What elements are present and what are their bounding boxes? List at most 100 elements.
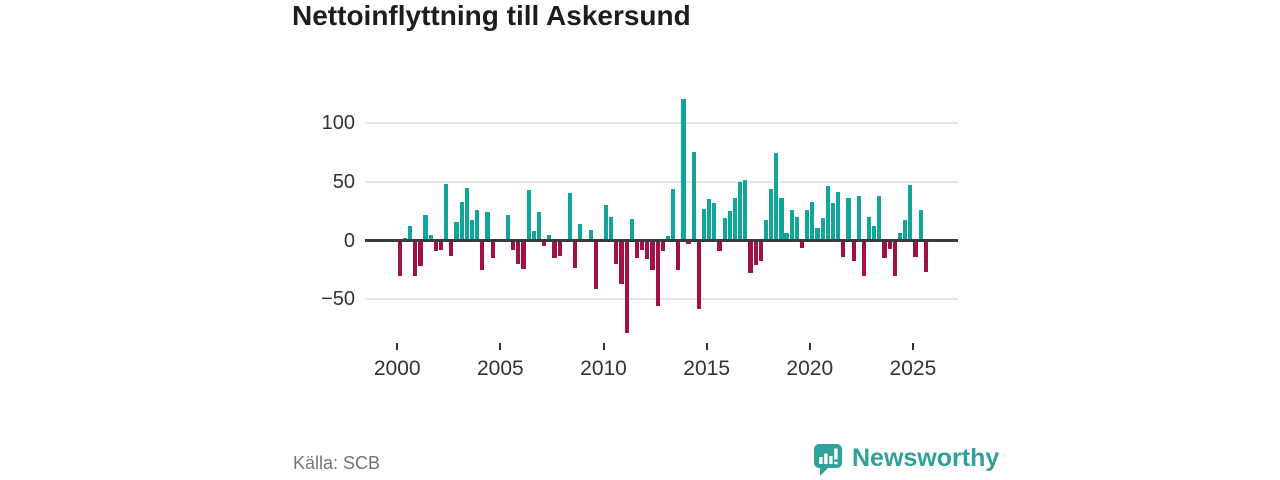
bar	[665, 235, 671, 241]
bar	[789, 209, 794, 241]
bar	[449, 240, 454, 256]
x-axis-label: 2015	[683, 357, 730, 380]
bar	[433, 240, 438, 252]
x-axis-tick	[911, 343, 914, 350]
bar	[908, 185, 913, 241]
newsworthy-wordmark: Newsworthy	[852, 444, 1000, 472]
gridline-50	[365, 180, 958, 183]
bar	[624, 240, 629, 334]
bar	[490, 240, 495, 259]
bar	[784, 233, 789, 241]
bar	[903, 220, 908, 241]
bar	[423, 214, 428, 241]
bar	[918, 209, 923, 241]
chart-title: Nettoinflyttning till Askersund	[292, 0, 691, 31]
y-axis-label: −50	[321, 288, 355, 311]
bar	[820, 218, 825, 241]
bar	[459, 201, 464, 241]
bar	[444, 184, 449, 241]
bar	[799, 240, 805, 248]
bar	[805, 209, 810, 241]
bar	[897, 233, 903, 241]
bar	[743, 180, 748, 241]
bar	[469, 220, 475, 241]
bar	[841, 240, 846, 257]
bar	[815, 227, 820, 241]
bar	[655, 240, 660, 307]
bar	[650, 240, 655, 270]
gridline--50	[365, 298, 958, 301]
bar	[536, 212, 542, 241]
bar	[866, 216, 872, 241]
x-axis-tick	[396, 343, 399, 350]
bar	[923, 240, 928, 273]
newsworthy-bubble-icon	[813, 443, 843, 477]
bar	[707, 199, 712, 241]
bar	[794, 216, 799, 241]
x-axis-tick	[602, 343, 605, 350]
bar	[691, 152, 696, 241]
bar	[732, 198, 738, 241]
bar	[588, 229, 593, 241]
bar	[640, 240, 645, 250]
bar	[779, 198, 784, 241]
bar	[748, 240, 753, 274]
bar	[609, 216, 614, 241]
bar	[722, 218, 727, 241]
bar	[738, 181, 743, 241]
bar	[557, 240, 562, 256]
y-axis-label: 100	[321, 111, 355, 134]
x-axis-label: 2005	[477, 357, 524, 380]
x-axis-label: 2020	[786, 357, 834, 380]
bar	[413, 240, 418, 276]
source-label: Källa: SCB	[293, 453, 381, 473]
bar	[861, 240, 867, 276]
x-axis-label: 2010	[580, 357, 627, 380]
bar	[428, 234, 433, 241]
x-axis-label: 2025	[889, 357, 937, 380]
bar	[877, 195, 882, 241]
bar	[856, 195, 861, 241]
bar	[645, 240, 650, 260]
bar	[521, 240, 526, 269]
bar	[676, 240, 681, 270]
bar	[774, 153, 779, 241]
bar	[573, 240, 578, 268]
gridline-100	[365, 121, 958, 124]
bar	[686, 240, 691, 245]
x-axis-tick	[705, 343, 708, 350]
bar	[712, 202, 717, 241]
bar	[531, 231, 536, 241]
bar	[769, 188, 774, 241]
bar	[526, 189, 531, 241]
bar	[475, 209, 480, 241]
bar	[418, 240, 423, 267]
bar	[485, 212, 490, 241]
bar	[696, 240, 701, 309]
x-axis-tick	[499, 343, 502, 350]
bar	[603, 205, 609, 241]
x-axis-tick	[808, 343, 811, 350]
bar	[542, 240, 547, 247]
bar	[464, 187, 469, 241]
bar	[397, 240, 402, 276]
bar	[593, 240, 598, 289]
bar	[578, 224, 583, 241]
bar	[872, 226, 877, 241]
bar	[480, 240, 485, 270]
bar	[660, 240, 665, 252]
bar	[851, 240, 856, 261]
x-axis-label: 2000	[373, 357, 421, 380]
bar	[810, 201, 815, 241]
bar	[511, 240, 516, 250]
bar	[438, 240, 444, 250]
bar	[614, 240, 619, 265]
bar	[547, 234, 552, 241]
bar	[727, 211, 732, 241]
bar	[758, 240, 763, 261]
bar	[516, 240, 521, 265]
bar	[717, 240, 722, 252]
bar	[887, 240, 892, 249]
y-axis-label: 0	[343, 229, 355, 252]
